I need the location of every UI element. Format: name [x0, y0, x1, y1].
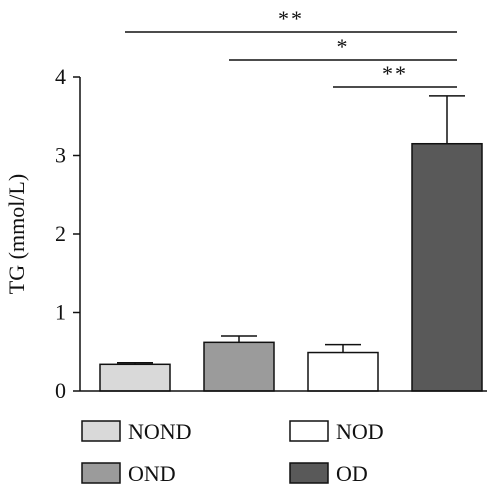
sig-label-nod-od: ** — [382, 61, 408, 86]
legend: NOND NOD OND OD — [81, 419, 384, 486]
legend-swatch-nond — [81, 420, 121, 442]
bar-od — [411, 142, 483, 392]
bar-nod — [307, 351, 379, 392]
y-tick-label-0: 0 — [55, 378, 66, 403]
bars-group — [99, 95, 483, 392]
legend-swatch-ond — [81, 462, 121, 484]
y-tick-label-4: 4 — [55, 64, 66, 89]
y-tick-label-2: 2 — [55, 221, 66, 246]
y-axis: 0 1 2 3 4 — [55, 64, 487, 403]
bar-nond — [99, 363, 171, 392]
legend-label-nond: NOND — [128, 419, 192, 444]
y-axis-title: TG (mmol/L) — [4, 174, 29, 294]
sig-label-ond-od: * — [337, 34, 350, 59]
legend-swatch-od — [289, 462, 329, 484]
y-tick-label-1: 1 — [55, 300, 66, 325]
significance-brackets: ***** — [125, 6, 457, 88]
legend-label-nod: NOD — [336, 419, 384, 444]
bar-ond — [203, 341, 275, 392]
legend-label-od: OD — [336, 461, 368, 486]
legend-swatch-nod — [289, 420, 329, 442]
y-tick-label-3: 3 — [55, 143, 66, 168]
sig-label-nond-od: ** — [278, 6, 304, 31]
legend-label-ond: OND — [128, 461, 176, 486]
